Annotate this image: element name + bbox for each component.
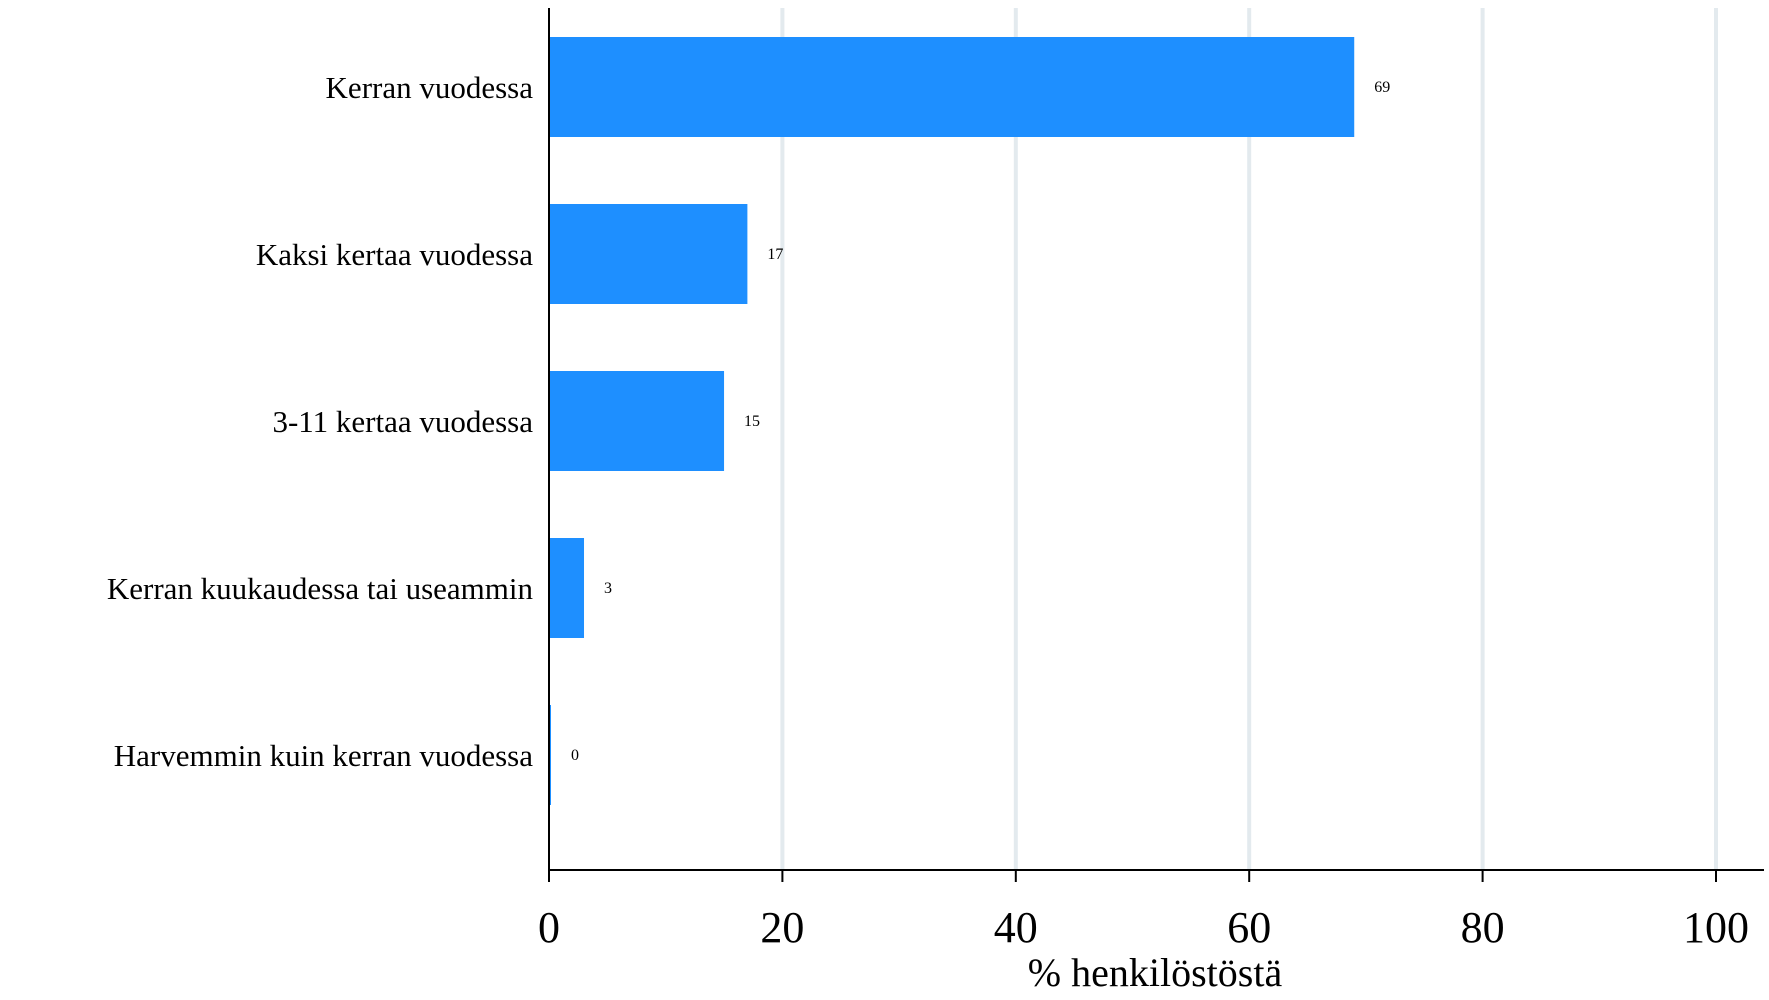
x-tick-label: 40 <box>994 903 1038 952</box>
data-label: 17 <box>767 246 783 263</box>
category-label: Kaksi kertaa vuodessa <box>256 237 533 272</box>
x-tick-label: 20 <box>760 903 804 952</box>
data-label: 0 <box>571 747 579 764</box>
x-tick-label: 0 <box>538 903 560 952</box>
x-tick-label: 60 <box>1227 903 1271 952</box>
bars <box>549 37 1355 805</box>
axes <box>548 8 1764 882</box>
category-label: Harvemmin kuin kerran vuodessa <box>114 738 533 773</box>
data-label: 69 <box>1374 79 1390 96</box>
category-label: Kerran vuodessa <box>326 70 534 105</box>
bar <box>549 37 1355 137</box>
bar <box>549 538 585 638</box>
category-label: Kerran kuukaudessa tai useammin <box>107 571 534 606</box>
bar <box>549 204 748 304</box>
bar <box>549 371 725 471</box>
labels: 0 20 40 60 80 100 Kerran vuodessa 69 Kaksi kerta… <box>107 70 1749 952</box>
x-tick-label: 100 <box>1683 903 1749 952</box>
x-axis-title: % henkilöstöstä <box>1028 950 1283 995</box>
x-tick-label: 80 <box>1461 903 1505 952</box>
gridlines <box>780 8 1718 870</box>
category-label: 3-11 kertaa vuodessa <box>272 404 533 439</box>
data-label: 15 <box>744 413 760 430</box>
data-label: 3 <box>604 580 612 597</box>
